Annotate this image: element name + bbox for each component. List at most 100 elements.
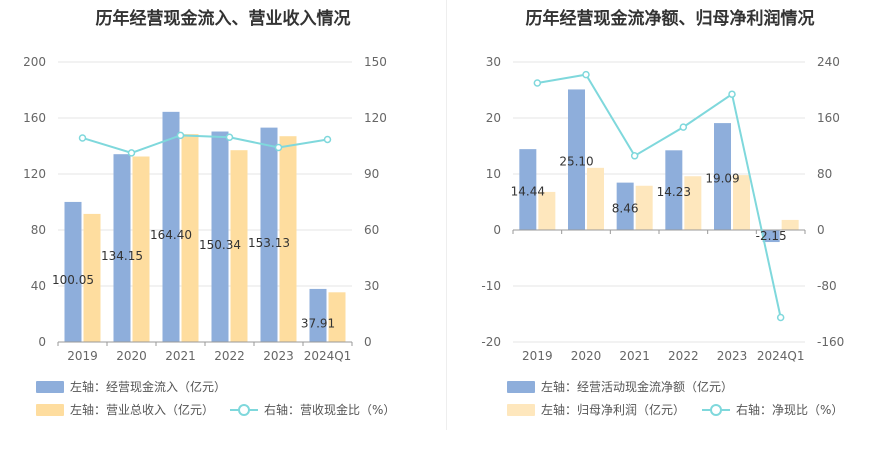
- y-right-tick-label: 90: [364, 167, 379, 181]
- bar: [733, 175, 750, 230]
- legend-item[interactable]: 左轴：经营现金流入（亿元）: [36, 380, 226, 394]
- x-tick-label: 2022: [214, 349, 245, 363]
- x-tick-label: 2020: [116, 349, 147, 363]
- legend-item[interactable]: 左轴：经营活动现金流净额（亿元）: [507, 380, 733, 394]
- bar: [328, 292, 346, 342]
- legend-swatch-bar: [507, 381, 535, 393]
- x-tick-label: 2020: [571, 349, 602, 363]
- bar: [762, 230, 780, 243]
- bar: [714, 123, 731, 230]
- bar: [260, 127, 278, 342]
- ratio-point: [679, 123, 688, 131]
- legend-label: 左轴：归母净利润（亿元）: [541, 403, 686, 417]
- y-left-tick-label: 80: [31, 223, 46, 237]
- bar: [781, 219, 799, 230]
- bar-data-label: 25.10: [559, 155, 593, 169]
- legend-swatch-bar: [36, 381, 64, 393]
- y-left-tick-label: 10: [486, 167, 501, 181]
- bar: [230, 150, 248, 342]
- ratio-point: [533, 79, 542, 87]
- panel-divider: [446, 0, 447, 430]
- ratio-point: [176, 131, 185, 140]
- y-right-tick-label: 120: [364, 111, 387, 125]
- bar: [181, 134, 199, 342]
- y-right-tick-label: 30: [364, 279, 379, 293]
- legend-swatch-line: [702, 404, 730, 416]
- bar: [665, 150, 683, 230]
- x-tick-label: 2019: [522, 349, 553, 363]
- y-left-tick-label: 160: [23, 111, 46, 125]
- bar-data-label: 150.34: [199, 238, 241, 252]
- bar: [132, 156, 150, 342]
- bar-data-label: 153.13: [248, 236, 290, 250]
- legend-swatch-bar: [36, 404, 64, 416]
- bar-data-label: 37.91: [301, 316, 335, 330]
- y-left-tick-label: -10: [481, 279, 501, 293]
- y-left-tick-label: 30: [486, 55, 501, 69]
- bar: [83, 213, 101, 342]
- bar: [113, 154, 131, 342]
- legend-swatch-bar: [507, 404, 535, 416]
- legend-label: 右轴：净现比（%）: [736, 403, 844, 417]
- bar: [684, 176, 702, 230]
- bar: [519, 149, 537, 230]
- legend-item[interactable]: 右轴：营收现金比（%）: [230, 403, 395, 417]
- y-right-tick-label: 150: [364, 55, 387, 69]
- ratio-point: [323, 135, 332, 144]
- bar-data-label: 100.05: [52, 273, 94, 287]
- ratio-point: [274, 143, 283, 152]
- ratio-line: [82, 134, 328, 154]
- bar: [538, 191, 556, 230]
- bar-data-label: 134.15: [101, 249, 143, 263]
- chart-plot: 0 40 80 120 160 200 0 30 60 90 120 150 2019 2020 2021 2…: [23, 55, 387, 363]
- bar: [568, 89, 585, 230]
- x-tick-label: 2024Q1: [304, 349, 352, 363]
- bar: [211, 131, 229, 342]
- x-tick-label: 2023: [717, 349, 748, 363]
- bar-data-label: -2.15: [756, 229, 787, 243]
- bar-data-label: 14.44: [511, 185, 545, 199]
- y-left-tick-label: 200: [23, 55, 46, 69]
- y-left-tick-label: 20: [486, 111, 501, 125]
- legend-swatch-line: [230, 404, 258, 416]
- chart-panel-net-cash: 历年经营现金流净额、归母净利润情况 -20 -10 0 10 20 30 -160 -80 0 8…: [447, 0, 893, 458]
- bar: [616, 182, 634, 230]
- legend-label: 右轴：营收现金比（%）: [264, 403, 396, 417]
- chart-panel-cash-inflow: 历年经营现金流入、营业收入情况 0 40 80 120 160 200 0 30 60 90 120…: [0, 0, 446, 458]
- bar-data-label: 14.23: [657, 185, 691, 199]
- y-right-tick-label: 60: [364, 223, 379, 237]
- y-right-tick-label: -80: [817, 279, 837, 293]
- x-tick-label: 2023: [263, 349, 294, 363]
- chart-plot: -20 -10 0 10 20 30 -160 -80 0 80 160 240 2019 2020 202…: [481, 55, 844, 363]
- x-tick-label: 2024Q1: [757, 349, 805, 363]
- legend-label: 左轴：经营活动现金流净额（亿元）: [541, 380, 734, 394]
- y-right-tick-label: 0: [364, 335, 372, 349]
- y-right-tick-label: 80: [817, 167, 832, 181]
- ratio-line: [537, 73, 782, 318]
- bar-data-label: 164.40: [150, 228, 192, 242]
- y-left-tick-label: 120: [23, 167, 46, 181]
- legend-label: 左轴：经营现金流入（亿元）: [70, 380, 227, 394]
- x-tick-label: 2022: [668, 349, 699, 363]
- chart-title: 历年经营现金流净额、归母净利润情况: [525, 9, 815, 29]
- y-right-tick-label: 240: [817, 55, 840, 69]
- legend-item[interactable]: 左轴：营业总收入（亿元）: [36, 403, 214, 417]
- ratio-point: [630, 152, 639, 160]
- y-right-tick-label: 160: [817, 111, 840, 125]
- legend-label: 左轴：营业总收入（亿元）: [70, 403, 215, 417]
- ratio-point: [78, 134, 87, 142]
- ratio-point: [225, 133, 234, 141]
- chart-title: 历年经营现金流入、营业收入情况: [95, 9, 351, 29]
- x-tick-label: 2019: [67, 349, 98, 363]
- y-right-tick-label: 0: [817, 223, 825, 237]
- y-left-tick-label: -20: [481, 335, 501, 349]
- ratio-point: [582, 70, 590, 79]
- ratio-point: [127, 149, 136, 157]
- bar-data-label: 8.46: [612, 201, 639, 215]
- legend-item[interactable]: 右轴：净现比（%）: [702, 403, 843, 417]
- bar: [279, 136, 297, 342]
- x-tick-label: 2021: [619, 349, 650, 363]
- legend-item[interactable]: 左轴：归母净利润（亿元）: [507, 403, 685, 417]
- y-left-tick-label: 0: [493, 223, 501, 237]
